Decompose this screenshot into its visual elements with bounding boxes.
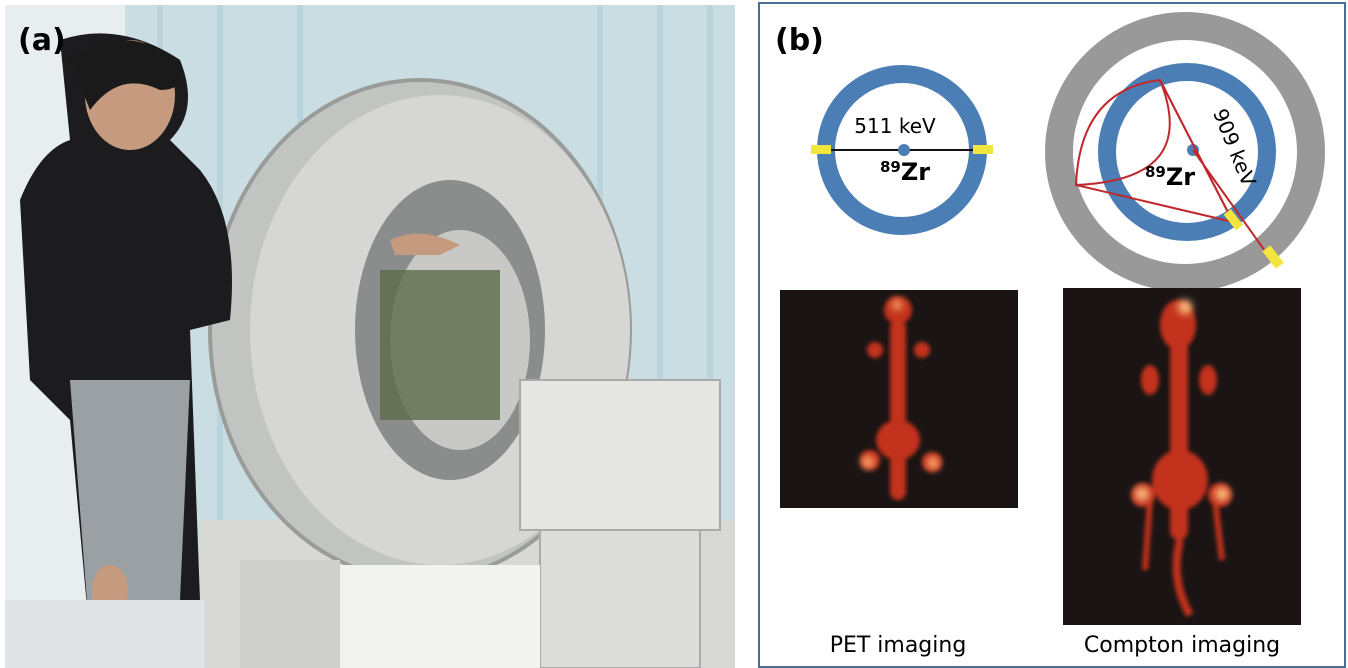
photo: [5, 5, 735, 668]
isotope-symbol: Zr: [1166, 163, 1195, 191]
isotope-symbol: Zr: [901, 158, 930, 186]
panel-label: (b): [775, 23, 824, 58]
isotope-mass: 89: [1145, 163, 1166, 181]
caption: Compton imaging: [1084, 633, 1280, 658]
panel-label: (a): [18, 23, 66, 58]
energy-label: 511 keV: [854, 114, 936, 138]
isotope-mass: 89: [880, 158, 901, 176]
caption: PET imaging: [830, 633, 967, 658]
figure: (a) (b) 511 keV 89Zr 909 keV 89Zr: [0, 0, 1348, 668]
compton-image: [1063, 288, 1301, 625]
pet-image: [780, 290, 1018, 508]
